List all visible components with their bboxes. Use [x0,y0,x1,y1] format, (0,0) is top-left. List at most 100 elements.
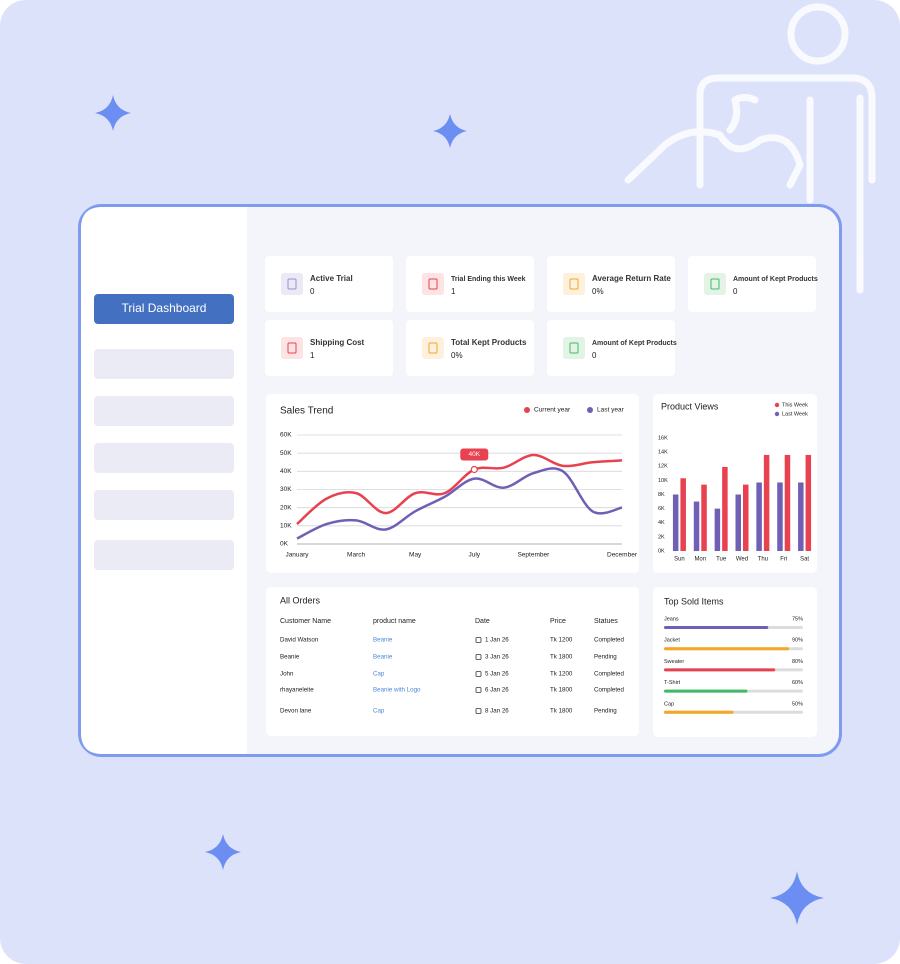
sidebar-item[interactable] [94,396,234,426]
stat-icon [422,337,444,359]
cell: Tk 1800 [550,708,573,715]
cell: rhayaneleite [280,687,314,694]
cell: Tk 1800 [550,654,573,661]
cell: Completed [594,637,624,644]
product-link: Beanie [373,637,393,644]
orders-title: All Orders [280,595,321,605]
sidebar-item[interactable] [94,443,234,473]
sparkles [95,95,824,925]
legend-marker [774,402,780,408]
stat-card [406,256,534,312]
cell: 3 Jan 26 [485,654,509,661]
item-value-label: 50% [792,701,803,707]
x-tick-label: Tue [716,557,727,563]
sidebar-active-label: Trial Dashboard [122,301,207,315]
stat-label: Amount of Kept Products [592,340,677,347]
stat-label: Total Kept Products [451,338,527,347]
progress-bar [664,626,769,629]
bar [701,484,707,551]
chart-title: Product Views [661,401,719,411]
legend-label: Last year [597,407,625,414]
x-tick-label: Sun [674,557,685,563]
x-tick-label: Fri [780,557,787,563]
product-link: Beanie with Logo [373,687,421,694]
chart-title: Sales Trend [280,406,333,417]
stat-value: 0% [451,351,463,360]
item-value-label: 80% [792,659,803,665]
sidebar-item[interactable] [94,540,234,570]
cell: Completed [594,687,624,694]
y-tick-label: 8K [658,492,665,498]
cell: 6 Jan 26 [485,687,509,694]
stat-icon [563,273,585,295]
cell: Devon lane [280,708,312,715]
item-label: Jacket [664,638,680,644]
bar [784,454,791,551]
stat-card [547,256,675,312]
x-tick-label: July [468,552,480,559]
calendar-icon [475,671,482,677]
bar [777,482,783,551]
y-tick-label: 10K [280,523,292,530]
progress-bar [664,647,790,651]
y-tick-label: 14K [658,450,668,456]
line-series [296,467,623,540]
x-tick-label: Mon [694,557,706,563]
sidebar-item[interactable] [94,349,234,379]
bar [714,508,721,551]
bar [735,494,741,551]
stat-icon-glyph [569,342,579,354]
bar [805,454,812,551]
sidebar-placeholders [94,349,234,570]
cell: 1 Jan 26 [485,637,509,644]
legend-marker [774,411,780,417]
stat-value: 0 [733,287,738,296]
calendar-icon [475,654,482,660]
stat-card [406,320,534,376]
sidebar-active-button[interactable] [94,294,234,324]
y-tick-label: 60K [280,432,292,439]
top-sold-card [653,587,817,737]
y-tick-label: 50K [280,450,292,457]
stat-label: Amount of Kept Products [733,276,818,283]
bar [763,454,770,551]
stat-card [265,256,393,312]
bar [722,466,728,551]
progress-bar [664,710,734,714]
bar [743,484,749,551]
stat-card [688,256,816,312]
item-value-label: 60% [792,680,803,686]
stat-value: 0% [592,287,604,296]
sidebar [81,207,247,754]
stat-icon-glyph [287,342,297,354]
progress-bar [664,689,748,693]
stat-value: 0 [310,287,315,296]
stat-icon [563,337,585,359]
item-value-label: 90% [792,638,803,644]
cell: John [280,671,294,678]
column-header: Date [475,618,490,625]
calendar-icon [475,687,482,693]
line-series [296,453,623,525]
stat-icon-glyph [428,342,438,354]
bar [680,478,686,551]
bar [798,482,804,551]
legend-label: Current year [534,407,571,414]
y-tick-label: 10K [658,478,668,484]
stat-icon [281,273,303,295]
cell: Pending [594,654,617,661]
sidebar-item[interactable] [94,490,234,520]
bar [672,494,679,551]
stat-icon-glyph [569,278,579,290]
x-tick-label: March [347,552,365,559]
product-link: Cap [373,708,385,715]
legend-label: Last Week [782,411,808,417]
product-link: Beanie [373,654,393,661]
cell: Completed [594,671,624,678]
item-label: Sweater [664,659,684,665]
stat-value: 1 [310,351,315,360]
x-tick-label: Wed [736,557,748,563]
cell: David Watson [280,637,319,644]
person-illustration [624,3,876,294]
